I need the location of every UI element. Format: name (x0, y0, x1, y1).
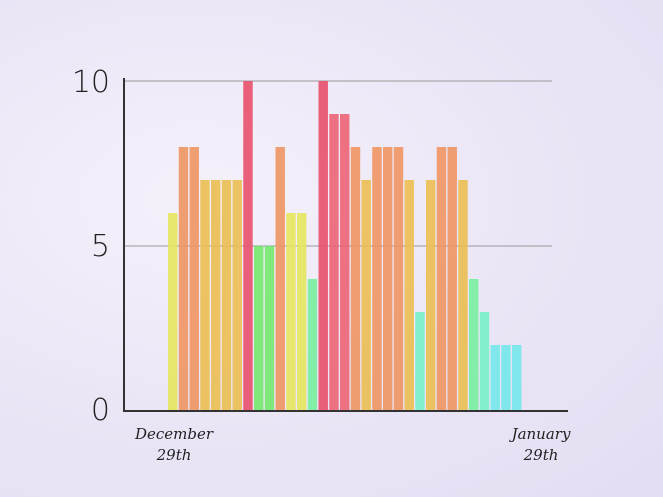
bar (479, 312, 490, 411)
bar (490, 345, 500, 411)
bar (469, 279, 479, 411)
bar (350, 147, 361, 411)
bar (393, 147, 404, 411)
bar (340, 114, 350, 411)
x-tick-label: December (134, 425, 214, 443)
bar (436, 147, 447, 411)
y-tick-label: 0 (91, 393, 110, 428)
x-tick-label: January (509, 425, 571, 443)
bar (243, 81, 253, 411)
x-tick-label: 29th (523, 446, 559, 464)
bar (264, 246, 275, 411)
bar (383, 147, 393, 411)
bar (512, 345, 522, 411)
bar (275, 147, 285, 411)
bar (297, 213, 307, 411)
bar (232, 180, 242, 411)
y-tick-label: 5 (91, 229, 110, 264)
bar (404, 180, 414, 411)
bar (221, 180, 232, 411)
bar (178, 147, 189, 411)
bar (361, 180, 371, 411)
bar (329, 114, 339, 411)
bar (372, 147, 382, 411)
bar (447, 147, 457, 411)
bar (307, 279, 318, 411)
bar (415, 312, 425, 411)
bar (254, 246, 264, 411)
bar (189, 147, 199, 411)
bar (501, 345, 511, 411)
y-tick-label: 10 (72, 65, 110, 100)
bar (200, 180, 210, 411)
bar (426, 180, 436, 411)
bar (458, 180, 468, 411)
bar (318, 81, 328, 411)
bar (211, 180, 221, 411)
bar (286, 213, 296, 411)
x-tick-label: 29th (156, 446, 192, 464)
bar (168, 213, 178, 411)
